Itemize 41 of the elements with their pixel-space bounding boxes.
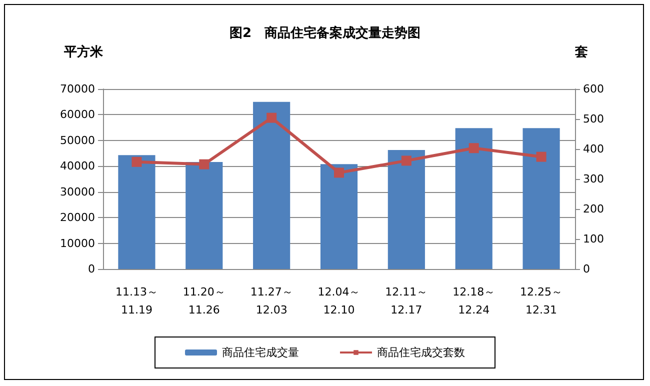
x-tick-label: 11.20～11.26 [182, 286, 226, 316]
y-tick-label: 70000 [60, 82, 95, 96]
legend-label: 商品住宅成交量 [222, 346, 299, 359]
y-tick-label: 20000 [60, 211, 95, 224]
point [334, 168, 344, 178]
point [132, 156, 142, 167]
y-tick-label: 40000 [60, 160, 95, 173]
y2-tick-label: 400 [583, 142, 604, 156]
bar [522, 128, 560, 269]
y2-tick-label: 600 [583, 82, 604, 96]
bar [455, 128, 492, 269]
point [468, 143, 479, 154]
bar [118, 155, 156, 269]
bar [253, 102, 290, 269]
point [401, 156, 412, 166]
x-tick-label: 12.11～12.17 [385, 286, 428, 316]
y-tick-label: 60000 [60, 108, 95, 122]
bar [186, 162, 223, 269]
x-tick-label: 12.04～12.10 [318, 286, 360, 316]
y-axis-title: 平方米 [63, 44, 104, 60]
y-tick-label: 0 [88, 262, 95, 276]
point [266, 112, 277, 123]
x-tick-label: 12.25～12.31 [520, 286, 563, 316]
y2-tick-label: 500 [583, 112, 604, 126]
y-tick-label: 50000 [60, 134, 95, 147]
point [536, 152, 546, 162]
y2-tick-label: 200 [583, 202, 604, 216]
x-tick-label: 12.18～12.24 [452, 286, 496, 316]
y2-tick-label: 300 [583, 172, 604, 186]
y-tick-label: 30000 [60, 185, 95, 198]
y2-tick-label: 100 [583, 232, 604, 246]
y2-axis-title: 套 [574, 45, 588, 60]
x-tick-label: 11.13～11.19 [115, 286, 158, 316]
legend-label: 商品住宅成交套数 [377, 346, 465, 359]
y2-tick-label: 0 [583, 262, 590, 276]
bar [388, 150, 425, 269]
chart-title: 图2 商品住宅备案成交量走势图 [229, 25, 421, 41]
point [199, 159, 210, 170]
x-tick-label: 11.27～12.03 [250, 286, 293, 316]
bar [320, 164, 358, 269]
y-tick-label: 10000 [60, 236, 95, 250]
